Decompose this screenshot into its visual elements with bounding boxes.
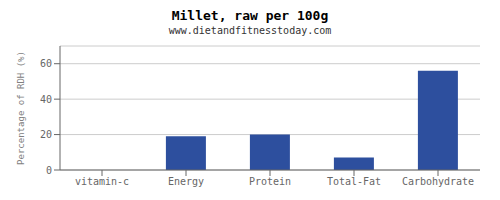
svg-text:60: 60 — [40, 58, 52, 69]
svg-text:Energy: Energy — [168, 176, 204, 187]
svg-text:Total-Fat: Total-Fat — [327, 176, 381, 187]
svg-text:40: 40 — [40, 94, 52, 105]
svg-text:Percentage of RDH (%): Percentage of RDH (%) — [16, 51, 26, 165]
svg-text:0: 0 — [46, 165, 52, 176]
html-text:www.dietandfitnesstoday.com: www.dietandfitnesstoday.com — [168, 25, 332, 36]
svg-text:20: 20 — [40, 129, 52, 140]
html-text:Millet, raw per 100g: Millet, raw per 100g — [171, 8, 329, 23]
svg-text:Protein: Protein — [249, 176, 291, 187]
svg-text:Carbohydrate: Carbohydrate — [402, 176, 474, 187]
svg-text:vitamin-c: vitamin-c — [75, 176, 129, 187]
